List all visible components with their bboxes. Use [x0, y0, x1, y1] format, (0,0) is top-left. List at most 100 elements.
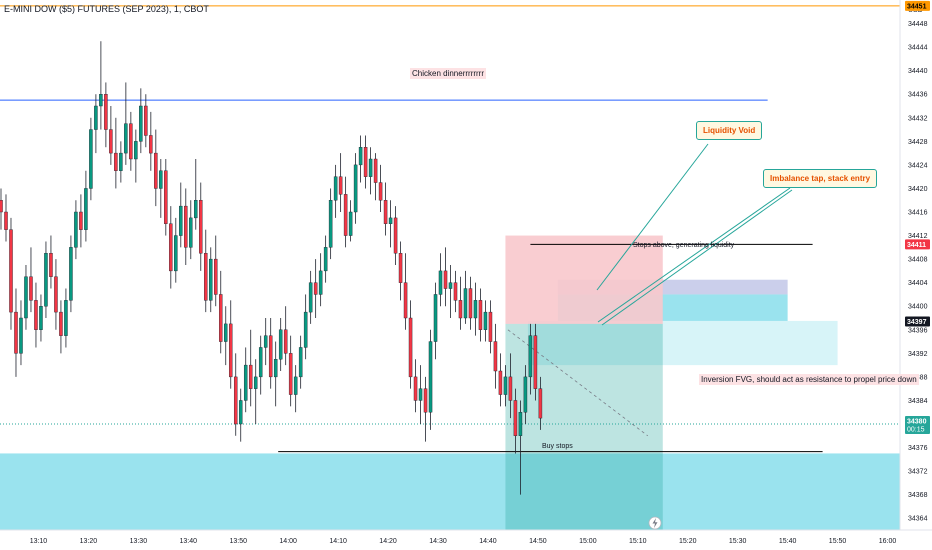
- candle[interactable]: [333, 164, 338, 218]
- candle[interactable]: [378, 164, 383, 212]
- candle[interactable]: [69, 235, 73, 313]
- candle[interactable]: [413, 359, 418, 413]
- candle[interactable]: [44, 241, 48, 318]
- candle[interactable]: [99, 41, 103, 130]
- candle[interactable]: [458, 276, 463, 330]
- candle[interactable]: [194, 159, 198, 230]
- candle[interactable]: [283, 306, 288, 366]
- candle[interactable]: [338, 153, 343, 212]
- candle[interactable]: [393, 206, 398, 265]
- candle[interactable]: [214, 235, 218, 307]
- candle[interactable]: [24, 265, 28, 330]
- candle[interactable]: [403, 253, 408, 330]
- candle[interactable]: [39, 294, 43, 342]
- candle[interactable]: [243, 347, 248, 413]
- candle[interactable]: [303, 294, 308, 360]
- candle[interactable]: [383, 182, 388, 236]
- buy-stops-liquidity-zone[interactable]: [0, 453, 900, 530]
- candle[interactable]: [9, 217, 13, 330]
- inversion-fvg-zone[interactable]: [527, 320, 838, 366]
- candle[interactable]: [233, 353, 238, 436]
- price-axis-background[interactable]: [900, 0, 932, 530]
- candle[interactable]: [34, 282, 38, 348]
- candle[interactable]: [104, 82, 108, 148]
- candle[interactable]: [308, 270, 313, 324]
- candle[interactable]: [169, 206, 173, 289]
- candle[interactable]: [453, 270, 458, 313]
- imbalance-tap-callout[interactable]: Imbalance tap, stack entry: [763, 169, 878, 188]
- candle[interactable]: [313, 259, 318, 318]
- liquidity-void-callout[interactable]: Liquidity Void: [696, 121, 763, 140]
- candle[interactable]: [433, 282, 438, 360]
- candle[interactable]: [373, 153, 378, 201]
- candle[interactable]: [54, 259, 58, 330]
- candle[interactable]: [238, 388, 243, 442]
- candle[interactable]: [74, 200, 78, 260]
- candle[interactable]: [318, 253, 323, 307]
- candle[interactable]: [493, 323, 498, 389]
- candle[interactable]: [343, 176, 348, 248]
- candle[interactable]: [263, 318, 268, 366]
- candle[interactable]: [109, 106, 113, 165]
- candle[interactable]: [119, 141, 123, 183]
- candle[interactable]: [363, 135, 368, 189]
- candle[interactable]: [94, 94, 98, 154]
- candle[interactable]: [388, 200, 393, 248]
- candle[interactable]: [428, 329, 433, 430]
- candle[interactable]: [253, 359, 258, 424]
- candle[interactable]: [468, 276, 473, 330]
- candle[interactable]: [204, 229, 208, 313]
- candle[interactable]: [4, 194, 8, 242]
- candle[interactable]: [124, 82, 128, 165]
- candle[interactable]: [473, 282, 478, 336]
- candle[interactable]: [114, 117, 118, 189]
- candle[interactable]: [199, 182, 203, 271]
- lightning-icon[interactable]: [648, 516, 662, 530]
- candle[interactable]: [179, 182, 183, 248]
- candle[interactable]: [29, 247, 33, 313]
- candle[interactable]: [483, 300, 488, 342]
- candle[interactable]: [408, 300, 413, 389]
- candle[interactable]: [478, 288, 483, 342]
- candle[interactable]: [59, 300, 63, 354]
- candle[interactable]: [224, 306, 228, 366]
- candle[interactable]: [528, 323, 533, 395]
- candle[interactable]: [49, 235, 53, 289]
- candle[interactable]: [149, 111, 153, 171]
- candle[interactable]: [89, 117, 93, 201]
- candle[interactable]: [278, 318, 283, 371]
- candle[interactable]: [323, 235, 328, 283]
- candle[interactable]: [348, 200, 353, 242]
- candle[interactable]: [228, 300, 233, 389]
- candle[interactable]: [248, 329, 253, 407]
- candle[interactable]: [164, 159, 168, 236]
- candle[interactable]: [398, 241, 403, 301]
- candle[interactable]: [159, 159, 163, 218]
- candle[interactable]: [19, 300, 23, 366]
- candle[interactable]: [423, 376, 428, 442]
- candle[interactable]: [14, 288, 18, 377]
- candle[interactable]: [488, 300, 493, 354]
- candle[interactable]: [498, 353, 503, 407]
- candle[interactable]: [538, 376, 543, 430]
- candle[interactable]: [298, 335, 303, 389]
- candle[interactable]: [523, 365, 528, 424]
- candle[interactable]: [503, 365, 508, 407]
- candle[interactable]: [293, 365, 298, 413]
- candle[interactable]: [443, 247, 448, 307]
- candle[interactable]: [513, 388, 518, 454]
- candle[interactable]: [0, 188, 3, 230]
- candle[interactable]: [518, 400, 523, 495]
- candle[interactable]: [533, 323, 538, 401]
- candles-layer[interactable]: [0, 41, 543, 495]
- candle[interactable]: [273, 341, 278, 407]
- candle[interactable]: [288, 335, 293, 407]
- candle[interactable]: [189, 200, 193, 260]
- candle[interactable]: [268, 318, 273, 389]
- candle[interactable]: [368, 147, 373, 195]
- candle[interactable]: [129, 111, 133, 171]
- candle[interactable]: [438, 253, 443, 307]
- candle[interactable]: [134, 129, 138, 183]
- time-axis-background[interactable]: [0, 530, 932, 550]
